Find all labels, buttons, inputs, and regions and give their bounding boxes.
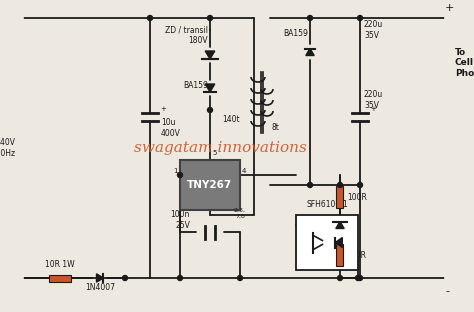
- Text: BA159: BA159: [183, 80, 208, 90]
- Bar: [337, 244, 344, 266]
- Text: 220u
35V: 220u 35V: [364, 20, 383, 40]
- Text: To
Cell
Phone: To Cell Phone: [455, 48, 474, 78]
- Circle shape: [357, 183, 363, 188]
- Text: 8t: 8t: [272, 124, 280, 133]
- Text: 5: 5: [212, 150, 216, 156]
- Text: 4: 4: [242, 168, 246, 174]
- Text: 100n
25V: 100n 25V: [171, 210, 190, 230]
- Circle shape: [208, 108, 212, 113]
- Text: 140t: 140t: [222, 115, 240, 124]
- Text: 100-240V
50-60Hz: 100-240V 50-60Hz: [0, 138, 15, 158]
- Text: 470R: 470R: [347, 251, 367, 260]
- Circle shape: [122, 275, 128, 280]
- Circle shape: [337, 183, 343, 188]
- Text: 1N4007: 1N4007: [85, 283, 115, 292]
- Text: 1: 1: [173, 168, 178, 174]
- Text: swagatam innovations: swagatam innovations: [134, 141, 306, 155]
- Circle shape: [13, 13, 23, 23]
- Circle shape: [445, 13, 455, 23]
- Circle shape: [177, 173, 182, 178]
- Circle shape: [357, 16, 363, 21]
- Polygon shape: [306, 48, 314, 56]
- Circle shape: [237, 275, 243, 280]
- Text: 220u
35V: 220u 35V: [364, 90, 383, 110]
- Polygon shape: [97, 274, 103, 282]
- Text: +: +: [445, 3, 455, 13]
- Bar: [337, 186, 344, 208]
- Circle shape: [337, 275, 343, 280]
- Text: +: +: [160, 106, 166, 112]
- Circle shape: [147, 16, 153, 21]
- Bar: [180, 160, 240, 210]
- Text: SFH6106-1: SFH6106-1: [306, 200, 348, 209]
- Circle shape: [177, 275, 182, 280]
- Text: 10u
400V: 10u 400V: [161, 118, 181, 138]
- Circle shape: [308, 183, 312, 188]
- Circle shape: [208, 16, 212, 21]
- Circle shape: [445, 273, 455, 283]
- Text: +: +: [370, 106, 376, 112]
- Text: ZD
5V: ZD 5V: [347, 217, 358, 237]
- Text: TNY267: TNY267: [187, 180, 233, 190]
- Text: 10R 1W: 10R 1W: [45, 260, 75, 269]
- Circle shape: [13, 273, 23, 283]
- Text: ZD / transil
180V: ZD / transil 180V: [165, 25, 208, 45]
- Circle shape: [357, 275, 363, 280]
- Polygon shape: [205, 51, 215, 59]
- Bar: [49, 275, 71, 281]
- Text: -: -: [445, 286, 449, 296]
- Polygon shape: [205, 84, 215, 92]
- Bar: [296, 215, 358, 270]
- Circle shape: [356, 275, 361, 280]
- Text: 100R: 100R: [347, 193, 367, 202]
- Circle shape: [308, 16, 312, 21]
- Polygon shape: [335, 237, 342, 247]
- Text: 2,3,
7,8: 2,3, 7,8: [234, 208, 246, 219]
- Polygon shape: [336, 222, 344, 228]
- Text: BA159: BA159: [283, 30, 308, 38]
